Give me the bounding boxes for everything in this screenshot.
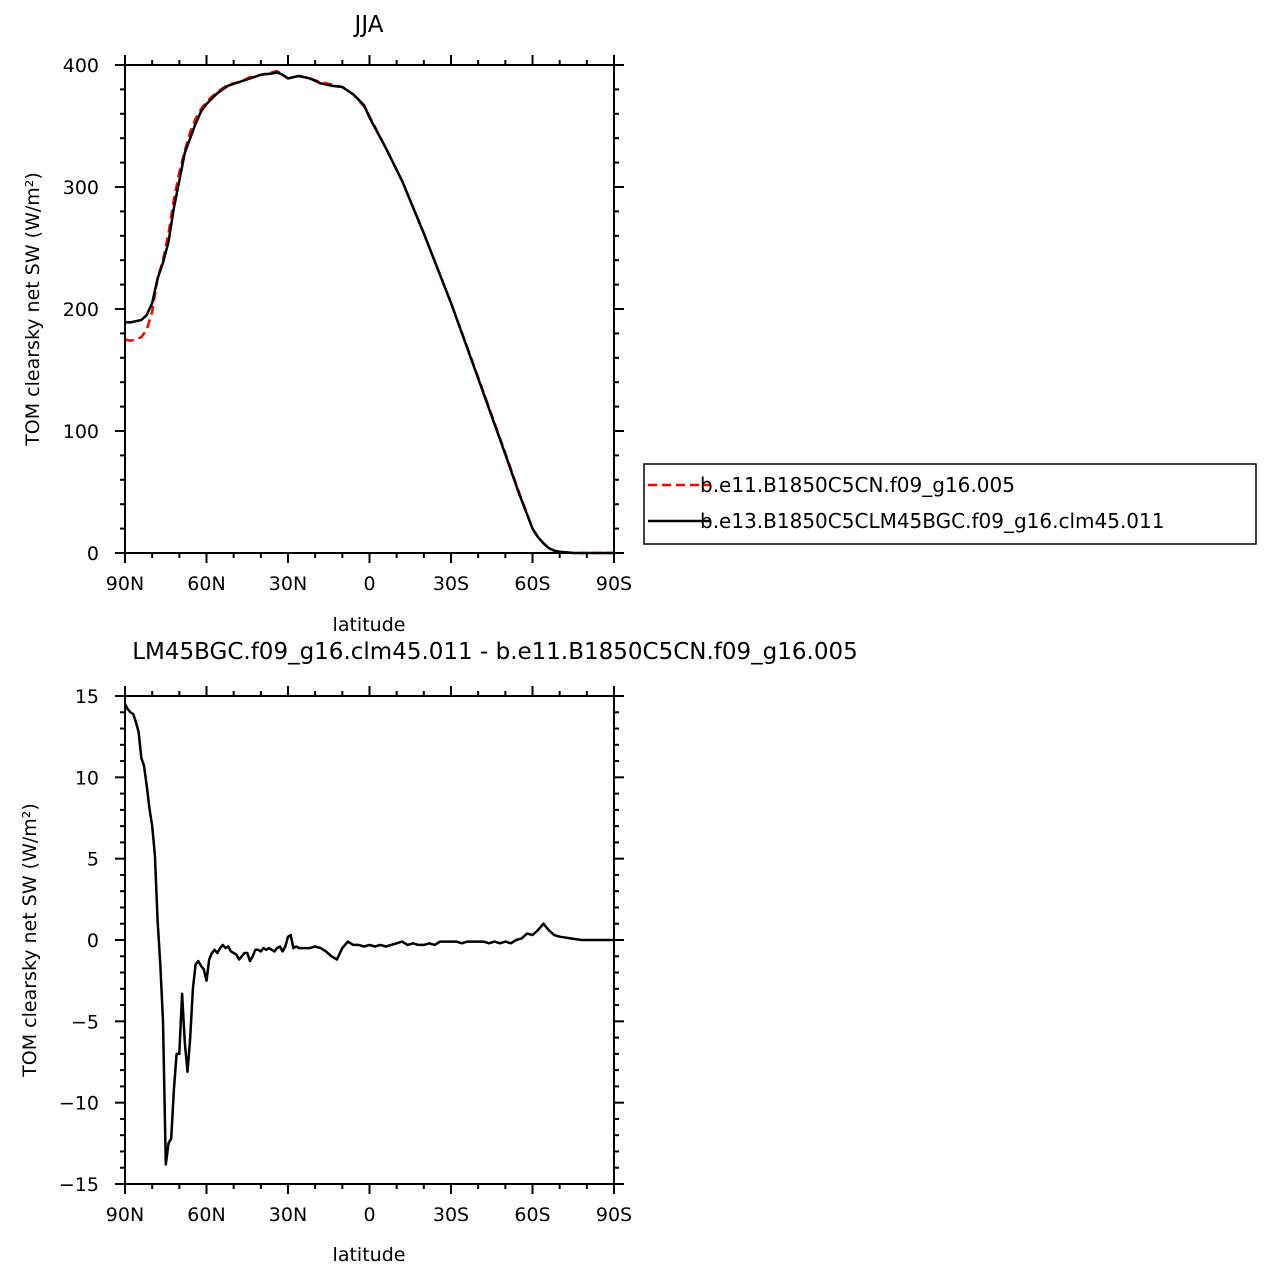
bottom-plot-frame <box>124 695 615 1185</box>
legend-box <box>643 463 1257 545</box>
top-plot-panel: JJA 90N 60N 30N 0 30S 60S 90S 0 100 200 300 400 lat… <box>22 12 632 636</box>
bottom-x-tick-label: 30S <box>433 1204 469 1226</box>
top-y-axis-label: TOM clearsky net SW (W/m²) <box>22 172 44 447</box>
top-y-tick-label: 300 <box>63 177 99 199</box>
legend-item-1-label: b.e11.B1850C5CN.f09_g16.005 <box>700 473 1015 497</box>
top-x-axis-label: latitude <box>333 614 406 636</box>
bottom-y-tick-label: 15 <box>75 686 99 708</box>
bottom-x-tick-label: 90N <box>106 1204 144 1226</box>
top-plot-area <box>124 69 614 555</box>
top-x-tick-label: 60S <box>514 573 550 595</box>
legend: b.e11.B1850C5CN.f09_g16.005 b.e13.B1850C… <box>643 463 1257 545</box>
top-series-1-line <box>124 69 614 555</box>
top-chart-title: JJA <box>353 12 384 38</box>
bottom-y-tick-label: −5 <box>71 1011 99 1033</box>
top-plot-frame <box>124 64 615 554</box>
bottom-plot-area <box>123 703 614 1166</box>
bottom-axis-ticks: 90N 60N 30N 0 30S 60S 90S −15 −10 −5 0 5 10 15 <box>59 686 632 1226</box>
bottom-y-tick-label: −10 <box>59 1093 99 1115</box>
top-x-tick-label: 60N <box>187 573 225 595</box>
top-y-tick-label: 100 <box>63 421 99 443</box>
bottom-plot-panel: LM45BGC.f09_g16.clm45.011 - b.e11.B1850C… <box>19 639 858 1266</box>
top-y-tick-label: 400 <box>63 55 99 77</box>
bottom-y-axis-label: TOM clearsky net SW (W/m²) <box>19 803 41 1078</box>
top-axis-ticks: 90N 60N 30N 0 30S 60S 90S 0 100 200 300 400 <box>63 55 632 595</box>
legend-item-2-label: b.e13.B1850C5CLM45BGC.f09_g16.clm45.011 <box>700 509 1164 533</box>
bottom-x-tick-label: 60S <box>514 1204 550 1226</box>
bottom-chart-title: LM45BGC.f09_g16.clm45.011 - b.e11.B1850C… <box>132 639 858 665</box>
bottom-y-tick-label: 10 <box>75 767 99 789</box>
bottom-x-tick-label: 0 <box>363 1204 375 1226</box>
bottom-x-tick-label: 90S <box>596 1204 632 1226</box>
bottom-x-axis-label: latitude <box>333 1244 406 1266</box>
bottom-x-tick-label: 30N <box>269 1204 307 1226</box>
top-x-tick-label: 30N <box>269 573 307 595</box>
bottom-series-1-line <box>123 703 614 1166</box>
top-y-tick-label: 0 <box>87 543 99 565</box>
top-x-tick-label: 30S <box>433 573 469 595</box>
top-x-tick-label: 90N <box>106 573 144 595</box>
bottom-x-tick-label: 60N <box>187 1204 225 1226</box>
top-y-tick-label: 200 <box>63 299 99 321</box>
top-series-2-line <box>125 71 614 555</box>
bottom-y-tick-label: 5 <box>87 849 99 871</box>
top-x-tick-label: 90S <box>596 573 632 595</box>
bottom-y-tick-label: −15 <box>59 1174 99 1196</box>
bottom-y-tick-label: 0 <box>87 930 99 952</box>
top-x-tick-label: 0 <box>363 573 375 595</box>
